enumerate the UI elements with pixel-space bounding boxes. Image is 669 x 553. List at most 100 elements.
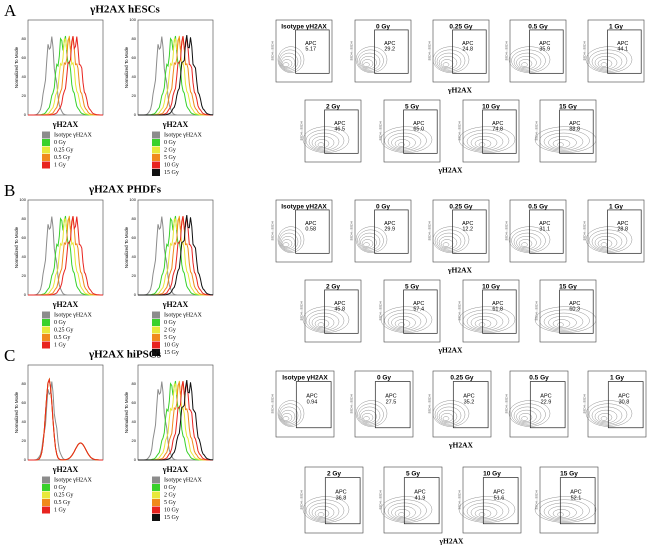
legend-label: 1 Gy bbox=[54, 162, 66, 168]
legend-swatch bbox=[42, 311, 50, 319]
gate-name: APC bbox=[617, 41, 628, 47]
panel-title: γH2AX hESCs bbox=[89, 4, 160, 16]
legend-swatch bbox=[152, 491, 160, 499]
legend-swatch bbox=[42, 506, 50, 514]
contour-y-label: SSC-H :: SSC-H bbox=[271, 221, 275, 240]
y-tick-label: 40 bbox=[22, 74, 27, 79]
gate-name: APC bbox=[539, 221, 550, 227]
contour-line bbox=[534, 496, 597, 523]
contour-y-label: SSC-H :: SSC-H bbox=[505, 41, 509, 60]
legend-label: 2 Gy bbox=[164, 327, 176, 333]
x-axis-label: γH2AX bbox=[162, 465, 189, 474]
contour-line bbox=[436, 232, 462, 251]
contour-line bbox=[534, 306, 597, 333]
contour-line bbox=[398, 142, 405, 147]
contour-line bbox=[357, 403, 384, 426]
contour-line bbox=[278, 403, 302, 426]
contour-line bbox=[442, 242, 450, 247]
panel-title: γH2AX PHDFs bbox=[88, 184, 162, 196]
contour-line bbox=[380, 496, 433, 523]
contour-line bbox=[279, 232, 299, 251]
y-tick-label: 80 bbox=[132, 216, 137, 221]
contour-line bbox=[280, 236, 296, 250]
contour-line bbox=[282, 62, 290, 67]
y-tick-label: 60 bbox=[22, 400, 27, 405]
contour-line bbox=[355, 46, 388, 73]
gate-name: APC bbox=[384, 41, 395, 47]
y-axis-label: Normalized To Mode bbox=[124, 391, 129, 433]
legend-swatch bbox=[42, 476, 50, 484]
x-axis-label: γH2AX bbox=[52, 465, 79, 474]
dose-label: 0.25 Gy bbox=[449, 204, 473, 211]
legend-swatch bbox=[152, 476, 160, 484]
gate-percent: 45.8 bbox=[334, 307, 345, 313]
contour-y-label: SSC-H :: SSC-H bbox=[350, 394, 354, 413]
legend-swatch bbox=[42, 326, 50, 334]
contour-line bbox=[557, 142, 564, 147]
contour-y-label: SSC-H :: SSC-H bbox=[428, 394, 432, 413]
y-tick-label: 60 bbox=[22, 55, 27, 60]
contour-line bbox=[314, 509, 330, 518]
contour-line bbox=[311, 505, 335, 520]
contour-line bbox=[466, 132, 504, 151]
contour-line bbox=[363, 62, 370, 67]
gate bbox=[403, 477, 440, 525]
histogram-curve bbox=[138, 380, 214, 461]
legend-swatch bbox=[152, 311, 160, 319]
gate-percent: 31.1 bbox=[539, 227, 550, 233]
contour-line bbox=[588, 229, 628, 252]
contour-line bbox=[466, 502, 504, 521]
contour-line bbox=[518, 413, 533, 422]
contour-line bbox=[317, 512, 325, 517]
gate bbox=[529, 209, 564, 254]
gate-name: APC bbox=[569, 121, 580, 127]
gate bbox=[452, 381, 489, 429]
contour-line bbox=[474, 319, 492, 329]
contour-line bbox=[360, 56, 377, 70]
legend-label: 0.5 Gy bbox=[54, 500, 70, 506]
legend-label: Isotype γH2AX bbox=[54, 312, 92, 318]
legend-label: 0.25 Gy bbox=[54, 492, 73, 498]
legend-swatch bbox=[152, 326, 160, 334]
contour-line bbox=[358, 52, 381, 71]
gate-percent: 41.9 bbox=[415, 495, 426, 501]
contour-frame bbox=[304, 466, 364, 534]
contour-line bbox=[363, 242, 370, 247]
gate-percent: 24.8 bbox=[462, 47, 473, 53]
gate-percent: 0.94 bbox=[307, 399, 318, 405]
gate-name: APC bbox=[385, 394, 396, 400]
y-tick-label: 40 bbox=[22, 254, 27, 259]
contour-line bbox=[305, 309, 345, 332]
gate-percent: 28.8 bbox=[617, 227, 628, 233]
contour-line bbox=[597, 59, 613, 69]
contour-line bbox=[552, 509, 571, 518]
gate bbox=[529, 381, 566, 429]
panel-letter: A bbox=[4, 1, 17, 20]
gate bbox=[374, 29, 409, 74]
histogram-curve bbox=[28, 35, 103, 116]
contour-frame bbox=[539, 279, 597, 343]
legend-swatch bbox=[152, 169, 160, 176]
gate-percent: 5.17 bbox=[305, 47, 316, 53]
histogram-curve bbox=[28, 216, 103, 296]
gate-name: APC bbox=[306, 394, 317, 400]
contour-y-label: SSC-H :: SSC-H bbox=[505, 221, 509, 240]
contour-line bbox=[314, 139, 330, 149]
gate-percent: 12.2 bbox=[462, 227, 473, 233]
gate bbox=[295, 381, 332, 429]
legend-label: 0.5 Gy bbox=[54, 155, 70, 161]
legend-label: Isotype γH2AX bbox=[164, 312, 202, 318]
legend-label: 0 Gy bbox=[54, 320, 66, 326]
contour-frame bbox=[275, 370, 335, 438]
gate-percent: 29.2 bbox=[384, 47, 395, 53]
legend-swatch bbox=[42, 131, 50, 139]
gate-percent: 61.8 bbox=[492, 307, 503, 313]
gate bbox=[607, 381, 644, 429]
legend-swatch bbox=[152, 506, 160, 514]
contour-line bbox=[462, 499, 510, 522]
legend-swatch bbox=[152, 131, 160, 139]
contour-line bbox=[360, 236, 377, 250]
legend-label: Isotype γH2AX bbox=[164, 132, 202, 138]
contour-line bbox=[600, 62, 608, 67]
contour-line bbox=[470, 136, 498, 150]
